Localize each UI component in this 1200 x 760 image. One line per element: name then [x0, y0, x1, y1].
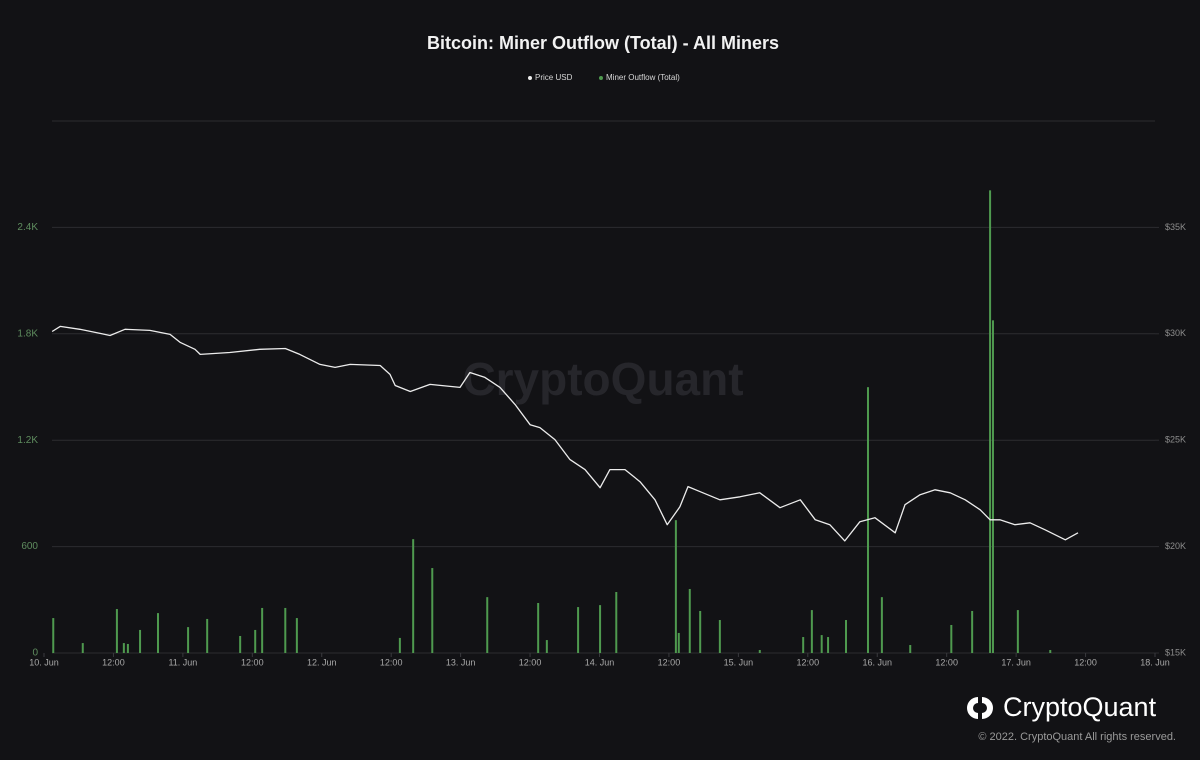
x-tick-label: 12:00: [1074, 657, 1097, 667]
bar: [699, 610, 702, 653]
bar: [950, 624, 953, 653]
x-tick-label: 10. Jun: [29, 657, 59, 667]
y2-tick-label: $25K: [1165, 435, 1186, 445]
bar: [909, 645, 912, 653]
price-line: [51, 325, 1079, 542]
bar: [122, 643, 125, 653]
bar: [187, 627, 190, 653]
bar: [261, 607, 264, 653]
x-tick-label: 12:00: [797, 657, 820, 667]
y-tick-label: 0: [32, 648, 38, 659]
brand-name: CryptoQuant: [1003, 692, 1157, 722]
watermark: CryptoQuant: [462, 353, 743, 405]
bar: [412, 539, 415, 653]
x-tick-label: 12:00: [241, 657, 264, 667]
y-tick-label: 1.2K: [17, 435, 38, 446]
y-tick-label: 2.4K: [17, 222, 38, 233]
legend-marker: [528, 76, 532, 80]
y2-tick-label: $20K: [1165, 541, 1186, 551]
bar: [718, 620, 721, 653]
x-tick-label: 12:00: [102, 657, 125, 667]
brand-logo: [967, 697, 993, 719]
legend-marker: [599, 76, 603, 80]
bar: [284, 607, 287, 653]
bar: [989, 190, 992, 653]
bar: [1016, 610, 1019, 653]
x-tick-label: 16. Jun: [862, 657, 892, 667]
bar: [115, 609, 118, 653]
chart-title: Bitcoin: Miner Outflow (Total) - All Min…: [427, 33, 779, 53]
x-tick-label: 12. Jun: [307, 657, 337, 667]
bar: [486, 597, 489, 653]
bar: [206, 618, 209, 653]
bar: [827, 637, 830, 653]
legend-label: Miner Outflow (Total): [606, 73, 680, 82]
bar: [254, 629, 257, 653]
bar: [802, 637, 805, 653]
bar: [674, 520, 677, 653]
bar: [880, 597, 883, 653]
y-tick-label: 1.8K: [17, 328, 38, 339]
x-tick-label: 12:00: [935, 657, 958, 667]
x-tick-label: 12:00: [380, 657, 403, 667]
bar: [81, 643, 84, 653]
x-tick-label: 17. Jun: [1001, 657, 1031, 667]
x-tick-label: 18. Jun: [1140, 657, 1170, 667]
bar: [431, 568, 434, 653]
x-tick-label: 12:00: [658, 657, 681, 667]
bar: [545, 640, 548, 653]
bar: [1049, 649, 1052, 653]
bar: [537, 602, 540, 653]
bar: [845, 620, 848, 653]
y-tick-label: 600: [21, 541, 38, 552]
x-tick-label: 12:00: [519, 657, 542, 667]
bar: [156, 613, 159, 653]
bar: [577, 607, 580, 653]
bar: [991, 320, 994, 653]
x-tick-label: 14. Jun: [585, 657, 615, 667]
bar: [139, 629, 142, 653]
legend-label: Price USD: [535, 73, 573, 82]
x-tick-label: 15. Jun: [724, 657, 754, 667]
y2-tick-label: $35K: [1165, 222, 1186, 232]
bar: [971, 610, 974, 653]
bar: [677, 632, 680, 653]
bar: [820, 635, 823, 653]
x-tick-label: 13. Jun: [446, 657, 476, 667]
bar: [688, 588, 691, 653]
bar: [615, 591, 618, 653]
y2-tick-label: $30K: [1165, 328, 1186, 338]
y2-tick-label: $15K: [1165, 647, 1186, 657]
x-tick-label: 11. Jun: [168, 657, 197, 667]
bar: [126, 643, 129, 653]
bar: [398, 637, 401, 653]
bar: [239, 635, 242, 653]
bar: [295, 618, 298, 653]
bar: [52, 618, 55, 653]
copyright: © 2022. CryptoQuant All rights reserved.: [978, 731, 1176, 743]
bar: [758, 649, 761, 653]
bar: [810, 610, 813, 653]
bar: [599, 605, 602, 653]
